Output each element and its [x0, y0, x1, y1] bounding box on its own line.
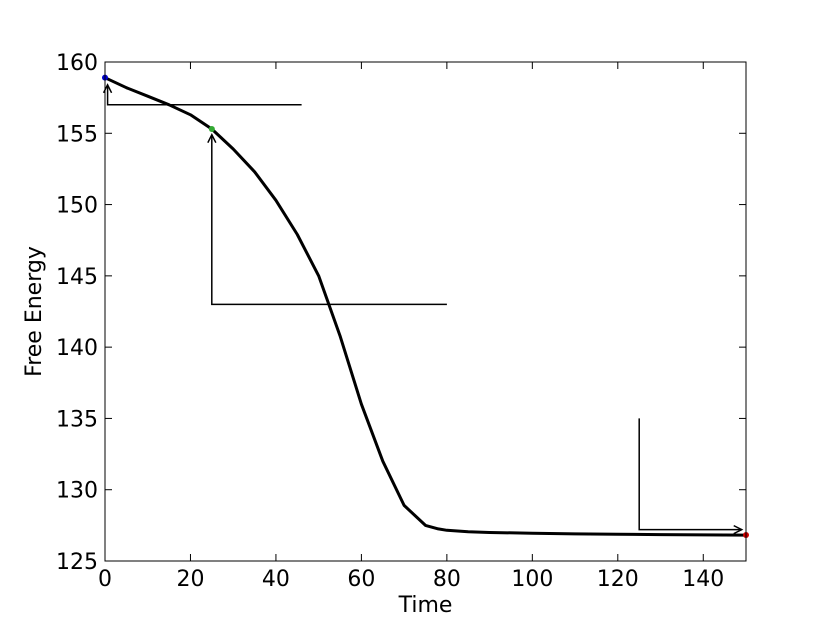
annotation-arrowhead-3	[733, 524, 744, 535]
x-tick-label: 80	[433, 567, 461, 592]
x-tick-label: 60	[347, 567, 375, 592]
annotation-arrow-2	[211, 134, 447, 306]
point-marker-2	[208, 126, 215, 133]
annotation-arrowhead-2	[207, 133, 217, 144]
x-tick-label: 100	[511, 567, 553, 592]
axis-ticks: 0 20 40 60 80 100 120 140 125 130 135 140 145 150 155 1…	[56, 51, 746, 592]
annotation-arrow-3	[638, 418, 742, 531]
x-axis-label: Time	[398, 593, 453, 618]
y-tick-label: 130	[56, 479, 98, 504]
x-tick-label: 20	[176, 567, 204, 592]
plot-marks	[102, 74, 749, 539]
plot-frame	[104, 61, 747, 562]
y-tick-label: 150	[56, 194, 98, 219]
y-tick-label: 135	[56, 407, 98, 432]
x-tick-label: 140	[682, 567, 724, 592]
y-axis-label: Free Energy	[22, 246, 47, 377]
x-tick-label: 40	[262, 567, 290, 592]
x-tick-label: 0	[98, 567, 112, 592]
annotation-arrow-1	[106, 84, 302, 106]
y-tick-label: 145	[56, 265, 98, 290]
series-line-1	[103, 76, 748, 537]
y-tick-label: 160	[56, 51, 98, 76]
x-tick-label: 120	[597, 567, 639, 592]
y-tick-label: 155	[56, 122, 98, 147]
y-tick-label: 125	[56, 550, 98, 575]
y-tick-label: 140	[56, 336, 98, 361]
